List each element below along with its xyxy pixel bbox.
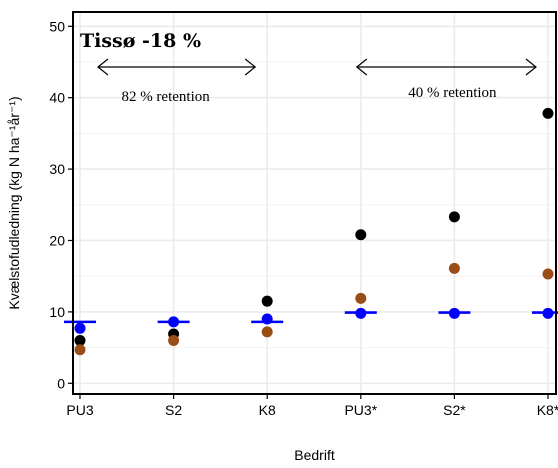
x-tick-label: PU3* bbox=[344, 402, 377, 418]
panel-border bbox=[72, 11, 557, 395]
y-tick-label: 50 bbox=[49, 18, 65, 34]
grid bbox=[73, 12, 556, 394]
data-point-series-1 bbox=[261, 295, 273, 307]
data-point-series-2 bbox=[261, 326, 273, 338]
y-tick-label: 40 bbox=[49, 90, 65, 106]
data-point-series-1 bbox=[542, 107, 554, 119]
data-point-series-3 bbox=[74, 322, 86, 334]
data-point-series-2 bbox=[168, 334, 180, 346]
x-tick-label: K8 bbox=[259, 402, 276, 418]
x-tick-label: S2 bbox=[165, 402, 182, 418]
right-retention-label: 40 % retention bbox=[408, 85, 497, 101]
y-tick-label: 30 bbox=[49, 161, 65, 177]
y-axis-title: Kvælstofudledning (kg N ha⁻¹år⁻¹) bbox=[6, 96, 22, 309]
data-point-series-1 bbox=[74, 334, 86, 346]
left-retention-label: 82 % retention bbox=[121, 89, 210, 105]
x-tick-label: K8* bbox=[537, 402, 558, 418]
y-axis: 0 10 20 30 40 50 bbox=[49, 18, 73, 391]
data-point-series-2 bbox=[74, 344, 86, 356]
y-tick-label: 10 bbox=[49, 304, 65, 320]
x-tick-label: S2* bbox=[443, 402, 466, 418]
chart-annotation-title: Tissø -18 % bbox=[80, 30, 201, 52]
left-retention-arrow bbox=[97, 58, 257, 76]
x-tick-label: PU3 bbox=[66, 402, 93, 418]
y-tick-label: 20 bbox=[49, 232, 65, 248]
data-point-series-1 bbox=[355, 229, 367, 241]
y-tick-label: 0 bbox=[57, 375, 65, 391]
plot-panel bbox=[73, 12, 556, 394]
data-point-series-2 bbox=[542, 268, 554, 280]
data-point-series-2 bbox=[355, 292, 367, 304]
markers bbox=[64, 107, 558, 356]
x-axis: PU3 S2 K8 PU3* S2* K8* bbox=[66, 394, 558, 418]
data-point-series-1 bbox=[448, 211, 460, 223]
x-axis-title: Bedrift bbox=[294, 447, 335, 463]
right-retention-arrow bbox=[355, 58, 537, 76]
data-point-series-2 bbox=[448, 262, 460, 274]
